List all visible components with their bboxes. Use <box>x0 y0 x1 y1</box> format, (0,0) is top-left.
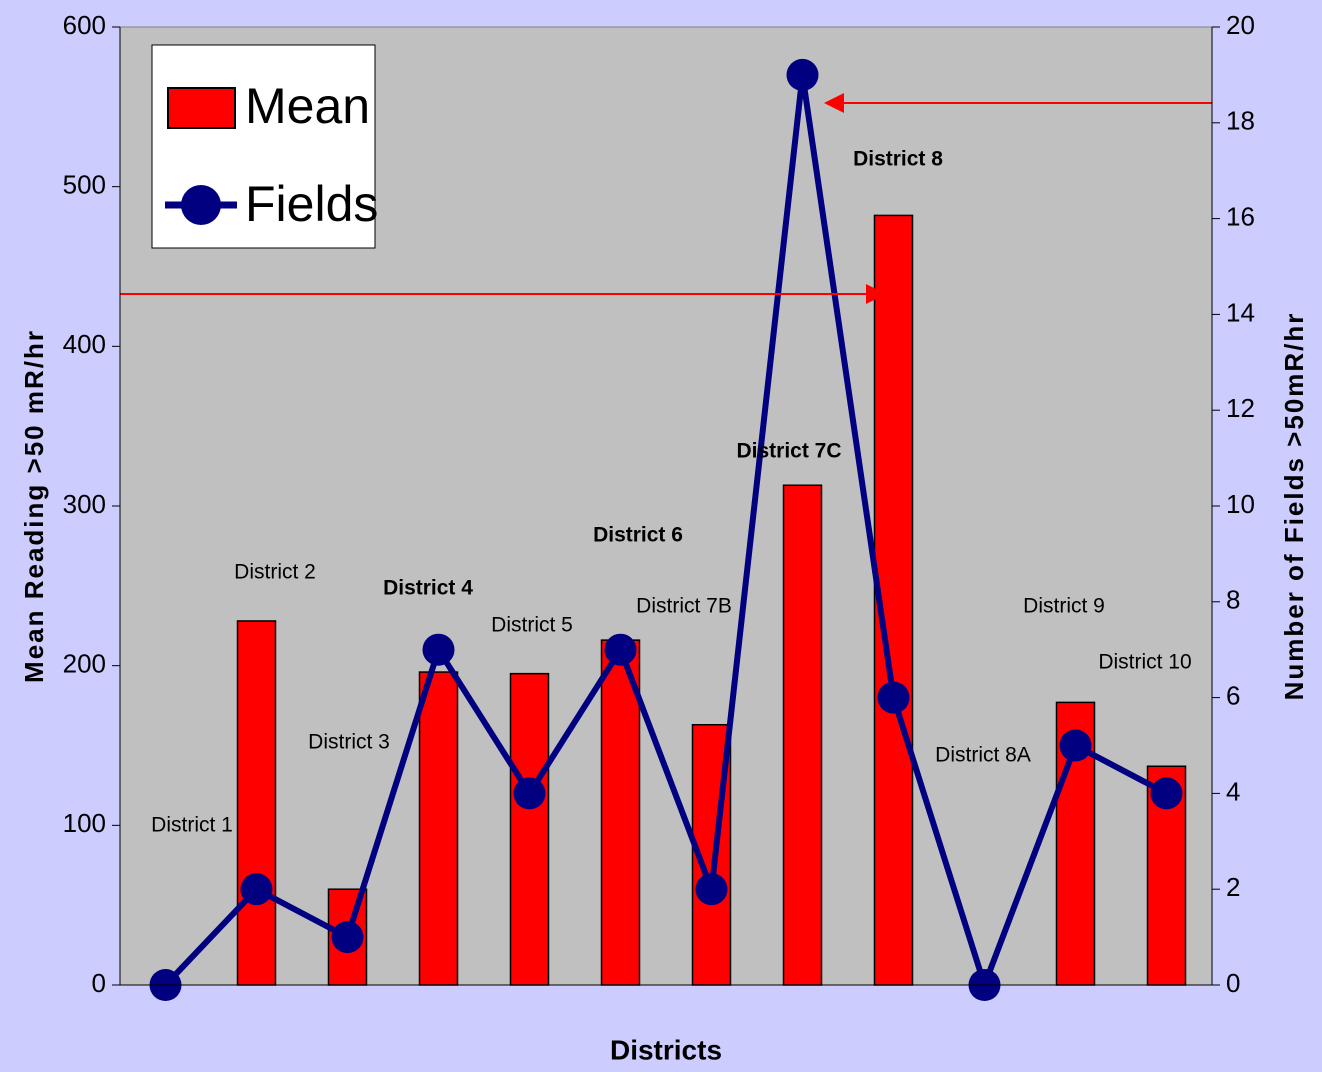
category-label: District 4 <box>383 577 473 600</box>
y2-tick-label: 6 <box>1226 680 1240 710</box>
category-label: District 6 <box>593 524 683 547</box>
legend-label: Fields <box>245 176 378 232</box>
category-label: District 9 <box>1023 595 1105 618</box>
marker <box>331 921 364 954</box>
category-label: District 8 <box>853 148 943 171</box>
y2-tick-label: 2 <box>1226 872 1240 902</box>
marker <box>1150 777 1183 810</box>
y2-tick-label: 10 <box>1226 489 1255 519</box>
y2-tick-label: 12 <box>1226 393 1255 423</box>
y2-tick-label: 4 <box>1226 776 1240 806</box>
marker <box>877 681 910 714</box>
y-tick-label: 400 <box>63 329 106 359</box>
y2-tick-label: 16 <box>1226 201 1255 231</box>
bar <box>418 671 459 986</box>
y2-tick-label: 18 <box>1226 106 1255 136</box>
y2-tick-label: 8 <box>1226 585 1240 615</box>
y2-tick-label: 20 <box>1226 10 1255 40</box>
y-axis-title: Mean Reading >50 mR/hr <box>19 329 49 683</box>
y-tick-label: 300 <box>63 489 106 519</box>
line <box>163 71 1168 988</box>
marker <box>604 633 637 666</box>
y2-tick-label: 0 <box>1226 968 1240 998</box>
y-tick-label: 200 <box>63 649 106 679</box>
y-tick-label: 0 <box>92 968 106 998</box>
marker <box>422 633 455 666</box>
y-tick-label: 500 <box>63 170 106 200</box>
legend-label: Mean <box>245 78 370 134</box>
category-label: District 7C <box>736 440 841 463</box>
category-label: District 5 <box>491 614 573 637</box>
category-label: District 8A <box>935 744 1031 767</box>
bar <box>509 672 550 986</box>
category-label: District 2 <box>234 561 316 584</box>
y-tick-label: 100 <box>63 808 106 838</box>
x-axis-title: Districts <box>610 1034 722 1065</box>
category-label: District 7B <box>636 595 732 618</box>
marker <box>786 58 819 91</box>
category-label: District 10 <box>1098 651 1191 674</box>
legend: Mean Fields <box>151 44 378 249</box>
y2-axis-title: Number of Fields >50mR/hr <box>1279 312 1309 701</box>
bar <box>782 484 823 986</box>
legend-swatch <box>181 185 221 225</box>
bar <box>236 620 277 986</box>
category-label: District 3 <box>308 731 390 754</box>
y-tick-label: 600 <box>63 10 106 40</box>
marker <box>240 873 273 906</box>
marker <box>513 777 546 810</box>
marker <box>695 873 728 906</box>
category-label: District 1 <box>151 814 233 837</box>
legend-swatch <box>167 87 236 129</box>
marker <box>1059 729 1092 762</box>
y2-tick-label: 14 <box>1226 297 1255 327</box>
